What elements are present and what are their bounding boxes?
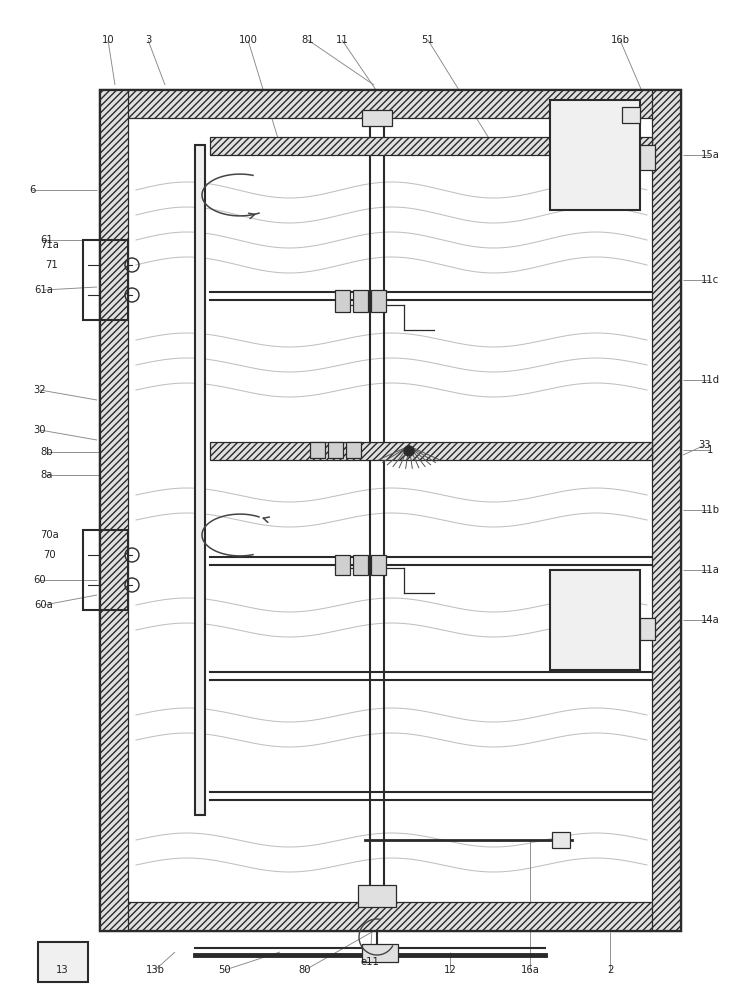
Text: 11d: 11d xyxy=(700,375,719,385)
Text: 60a: 60a xyxy=(35,600,53,610)
Bar xyxy=(100,90,680,118)
Bar xyxy=(310,442,325,458)
Text: 2: 2 xyxy=(607,965,613,975)
Text: 15a: 15a xyxy=(701,150,719,160)
Text: 80: 80 xyxy=(298,965,311,975)
Bar xyxy=(346,442,361,458)
Text: 71a: 71a xyxy=(41,240,60,250)
Bar xyxy=(195,145,205,815)
Bar xyxy=(622,107,640,123)
Bar xyxy=(640,618,655,640)
Bar xyxy=(328,442,343,458)
Bar xyxy=(353,290,368,312)
Bar xyxy=(100,902,680,930)
Text: 11a: 11a xyxy=(701,565,719,575)
Text: 14a: 14a xyxy=(701,615,719,625)
Bar xyxy=(550,100,640,210)
Text: 70a: 70a xyxy=(41,530,60,540)
Bar xyxy=(38,942,88,982)
Bar xyxy=(353,555,368,575)
Text: 33: 33 xyxy=(699,440,711,450)
Text: 51: 51 xyxy=(422,35,434,45)
Text: 1: 1 xyxy=(707,445,713,455)
Text: 70: 70 xyxy=(43,550,56,560)
Text: 12: 12 xyxy=(444,965,456,975)
Bar xyxy=(100,90,128,930)
Bar xyxy=(362,944,398,962)
Bar xyxy=(371,555,386,575)
Text: 13b: 13b xyxy=(146,965,164,975)
Text: 100: 100 xyxy=(239,35,257,45)
Bar xyxy=(371,290,386,312)
Bar xyxy=(550,570,640,670)
Text: 71: 71 xyxy=(46,260,58,270)
Bar xyxy=(362,110,392,126)
Text: 61a: 61a xyxy=(35,285,54,295)
Bar xyxy=(83,530,128,610)
Text: e11: e11 xyxy=(360,957,380,967)
Bar xyxy=(210,442,652,460)
Text: 8a: 8a xyxy=(41,470,53,480)
Text: 8b: 8b xyxy=(41,447,53,457)
Text: 16b: 16b xyxy=(610,35,629,45)
Bar xyxy=(652,90,680,930)
Text: 30: 30 xyxy=(34,425,46,435)
Bar xyxy=(358,885,396,907)
Text: 16a: 16a xyxy=(520,965,539,975)
Bar xyxy=(83,240,128,320)
Text: 32: 32 xyxy=(34,385,46,395)
Text: 11b: 11b xyxy=(700,505,719,515)
Text: 3: 3 xyxy=(145,35,151,45)
Text: 61: 61 xyxy=(41,235,53,245)
Text: 11c: 11c xyxy=(701,275,719,285)
Bar xyxy=(552,832,570,848)
Bar xyxy=(335,555,350,575)
Text: 11: 11 xyxy=(335,35,349,45)
Text: 6: 6 xyxy=(29,185,35,195)
Text: 13: 13 xyxy=(56,965,69,975)
Text: 60: 60 xyxy=(34,575,46,585)
Text: 10: 10 xyxy=(102,35,114,45)
Text: 81: 81 xyxy=(301,35,314,45)
Bar xyxy=(210,137,652,155)
Text: 50: 50 xyxy=(219,965,231,975)
Bar xyxy=(335,290,350,312)
Bar xyxy=(640,145,655,170)
Bar xyxy=(100,90,680,930)
Circle shape xyxy=(404,446,414,456)
